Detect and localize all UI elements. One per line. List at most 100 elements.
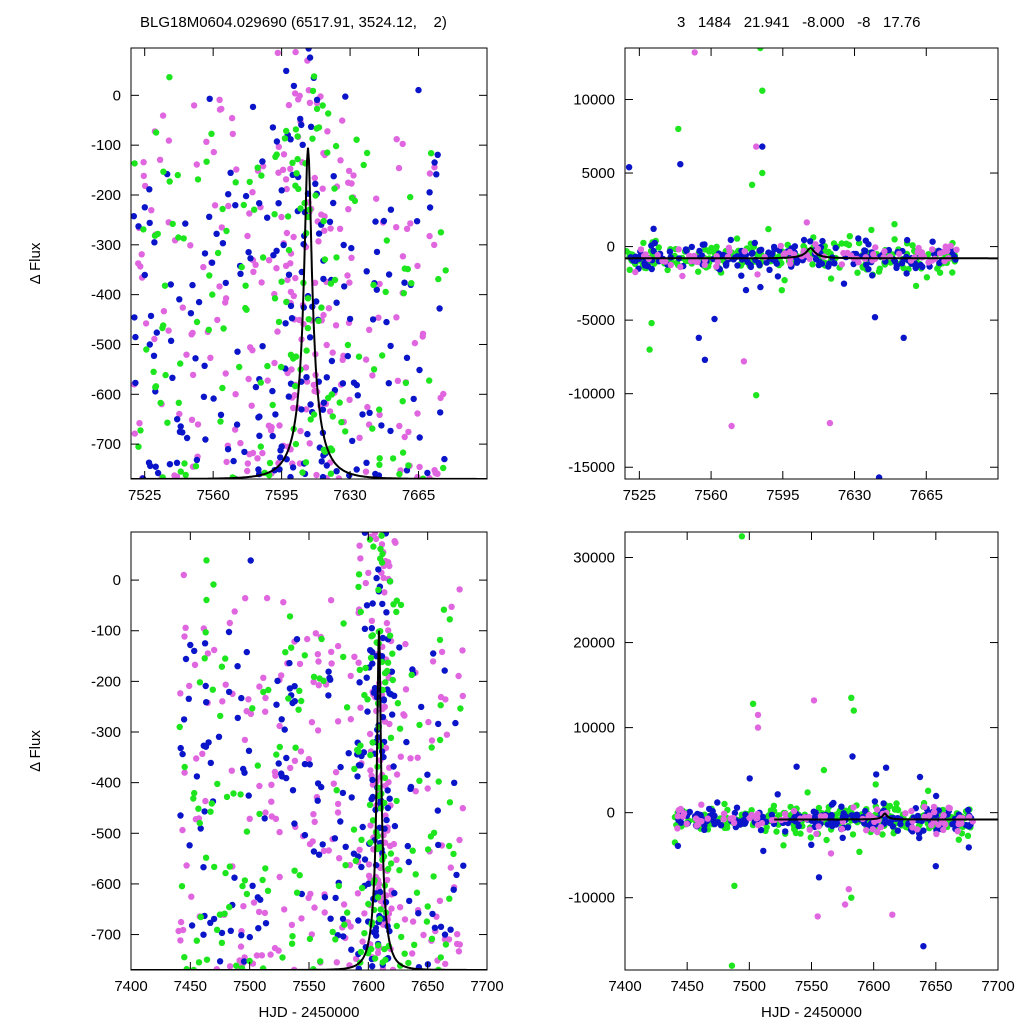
blue-data-point <box>287 473 294 479</box>
green-data-point <box>855 239 863 247</box>
green-data-point <box>150 368 157 375</box>
blue-data-point <box>373 248 381 256</box>
green-data-point <box>318 304 325 311</box>
blue-data-point <box>916 773 924 781</box>
pink-data-point <box>290 404 297 412</box>
pink-data-point <box>159 112 167 119</box>
blue-data-point <box>318 458 325 465</box>
pink-data-point <box>345 179 352 186</box>
green-data-point <box>181 763 188 771</box>
green-data-point <box>435 778 442 785</box>
blue-data-point <box>188 922 196 929</box>
y-tick-label: 30000 <box>573 550 615 567</box>
pink-data-point <box>362 468 370 475</box>
header-object-id: BLG18M0604.029690 (6517.91, 3524.12, 2) <box>140 14 447 31</box>
pink-data-point <box>280 151 288 158</box>
green-data-point <box>815 804 823 812</box>
blue-data-point <box>747 263 755 271</box>
green-data-point <box>770 802 778 809</box>
pink-data-point <box>138 251 145 258</box>
green-data-point <box>435 275 442 283</box>
green-data-point <box>357 742 364 749</box>
pink-data-point <box>247 344 254 351</box>
blue-data-point <box>290 82 298 90</box>
pink-data-point <box>287 165 294 172</box>
pink-data-point <box>222 681 229 688</box>
pink-data-point <box>376 411 383 418</box>
pink-data-point <box>768 817 776 824</box>
blue-data-point <box>648 265 655 273</box>
pink-data-point <box>416 463 423 471</box>
blue-data-point <box>201 250 209 257</box>
pink-data-point <box>345 167 353 175</box>
pink-data-point <box>332 769 340 776</box>
green-data-point <box>318 635 325 643</box>
pink-data-point <box>188 416 196 423</box>
pink-data-point <box>786 248 793 256</box>
blue-data-point <box>688 243 695 251</box>
pink-data-point <box>298 915 305 922</box>
green-data-point <box>375 942 382 949</box>
green-data-point <box>217 418 224 425</box>
blue-data-point <box>917 261 924 269</box>
green-data-point <box>399 449 407 456</box>
blue-data-point <box>277 454 284 461</box>
pink-data-point <box>186 682 193 690</box>
blue-data-point <box>200 931 207 938</box>
pink-data-point <box>453 940 461 948</box>
blue-data-point <box>230 457 237 465</box>
green-data-point <box>370 366 378 373</box>
pink-data-point <box>874 828 881 836</box>
green-data-point <box>369 739 376 746</box>
green-data-point <box>375 586 382 594</box>
green-data-point <box>412 871 419 878</box>
pink-data-point <box>908 807 915 815</box>
green-data-point <box>208 130 215 137</box>
pink-data-point <box>231 608 238 615</box>
green-data-point <box>733 235 741 242</box>
blue-data-point <box>298 406 305 413</box>
green-data-point <box>329 928 336 936</box>
green-data-point <box>304 295 312 302</box>
pink-data-point <box>183 862 190 869</box>
green-data-point <box>924 787 932 794</box>
blue-data-point <box>261 815 268 822</box>
green-data-point <box>286 613 294 620</box>
pink-data-point <box>320 847 328 855</box>
green-data-point <box>306 935 314 943</box>
blue-data-point <box>424 771 431 778</box>
pink-data-point <box>357 704 364 711</box>
blue-data-point <box>180 716 188 723</box>
blue-data-point <box>270 252 277 259</box>
blue-data-point <box>819 237 826 245</box>
blue-data-point <box>247 255 254 262</box>
pink-data-point <box>395 164 403 172</box>
pink-data-point <box>223 458 230 466</box>
y-tick-label: -10000 <box>568 890 615 907</box>
green-data-point <box>759 169 766 177</box>
pink-data-point <box>877 824 884 831</box>
pink-data-point <box>290 233 297 241</box>
pink-data-point <box>284 276 291 284</box>
x-tick-label: 7600 <box>352 978 385 995</box>
green-data-point <box>773 828 780 835</box>
blue-data-point <box>355 917 362 924</box>
pink-data-point <box>741 248 748 255</box>
x-tick-label: 7665 <box>402 487 435 504</box>
blue-data-point <box>949 821 956 828</box>
blue-data-point <box>315 230 323 237</box>
green-data-point <box>243 890 251 898</box>
pink-data-point <box>276 828 283 836</box>
blue-data-point <box>350 379 358 386</box>
pink-data-point <box>758 820 766 827</box>
pink-data-point <box>244 467 251 475</box>
blue-data-point <box>807 238 814 245</box>
pink-data-point <box>391 538 398 545</box>
blue-data-point <box>231 874 238 881</box>
green-data-point <box>327 280 335 287</box>
green-data-point <box>249 705 256 712</box>
pink-data-point <box>237 943 245 950</box>
blue-data-point <box>369 600 376 607</box>
pink-data-point <box>131 430 138 437</box>
blue-data-point <box>238 932 245 939</box>
